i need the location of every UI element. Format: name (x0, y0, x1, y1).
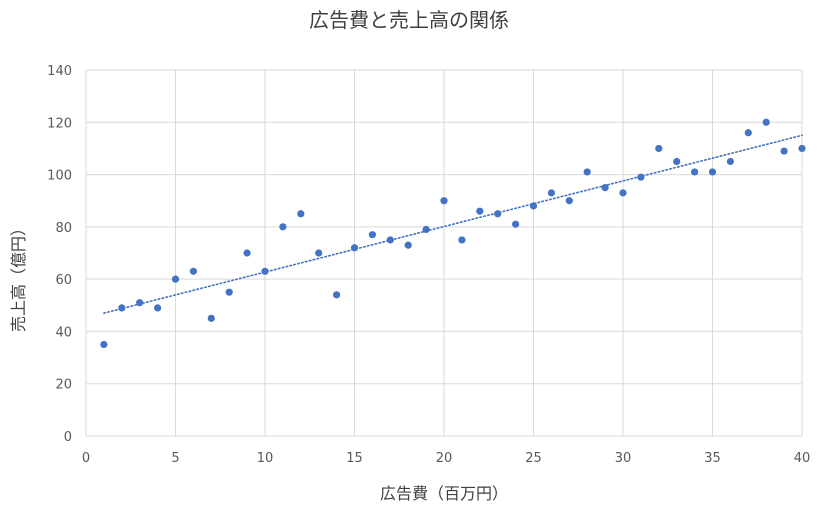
data-point (458, 236, 466, 244)
data-point (655, 144, 663, 153)
data-point (583, 168, 591, 176)
data-point (368, 231, 376, 239)
data-point (333, 291, 341, 299)
tick-labels: 0 20 40 60 80 100 120 140 0 5 10 15 20 25 30 35 40 (47, 64, 810, 466)
y-tick-label: 80 (55, 221, 72, 236)
data-point (118, 304, 126, 312)
data-point (511, 220, 520, 228)
data-point (297, 210, 305, 218)
data-point (100, 340, 108, 349)
x-tick-label: 0 (82, 451, 90, 466)
y-tick-label: 140 (47, 64, 72, 79)
data-point (691, 168, 699, 176)
data-point (189, 267, 197, 275)
x-tick-label: 30 (615, 451, 632, 466)
data-point (476, 207, 484, 215)
data-point (440, 197, 448, 205)
y-tick-label: 100 (47, 169, 72, 184)
data-point (708, 168, 717, 176)
data-point (529, 202, 538, 210)
y-tick-label: 40 (55, 325, 72, 340)
x-tick-label: 20 (436, 451, 453, 466)
data-point (762, 118, 770, 126)
data-point (726, 157, 735, 166)
x-tick-label: 15 (346, 451, 363, 466)
data-point (386, 236, 394, 244)
data-point (619, 189, 627, 197)
data-point (350, 244, 359, 252)
data-point (207, 314, 215, 322)
trendline (103, 134, 803, 314)
data-point (744, 129, 752, 137)
data-point (315, 249, 323, 257)
data-point (136, 299, 144, 307)
x-axis-title: 広告費（百万円） (379, 484, 508, 503)
x-tick-label: 35 (704, 451, 721, 466)
data-point (225, 288, 233, 296)
data-point (243, 249, 251, 257)
data-point (565, 197, 573, 205)
y-tick-label: 120 (47, 116, 72, 131)
data-point (494, 210, 502, 218)
data-point (154, 304, 162, 312)
data-point (404, 241, 412, 249)
data-point (261, 267, 269, 275)
y-tick-label: 60 (55, 273, 72, 288)
x-tick-label: 25 (525, 451, 542, 466)
data-points (100, 118, 806, 349)
trendline-group (103, 134, 803, 314)
data-point (637, 173, 645, 181)
y-tick-label: 20 (55, 378, 72, 393)
data-point (171, 275, 180, 283)
data-point (422, 225, 430, 234)
gridlines (85, 69, 803, 437)
data-point (601, 184, 609, 192)
y-axis-title: 売上高（億円） (9, 219, 28, 333)
y-tick-label: 0 (64, 430, 72, 445)
data-point (279, 223, 287, 231)
data-point (798, 144, 806, 153)
chart-title: 広告費と売上高の関係 (309, 8, 509, 32)
x-tick-label: 10 (257, 451, 274, 466)
data-point (547, 189, 556, 197)
data-point (780, 147, 788, 155)
data-point (673, 157, 681, 166)
x-tick-label: 5 (171, 451, 179, 466)
x-tick-label: 40 (794, 451, 811, 466)
